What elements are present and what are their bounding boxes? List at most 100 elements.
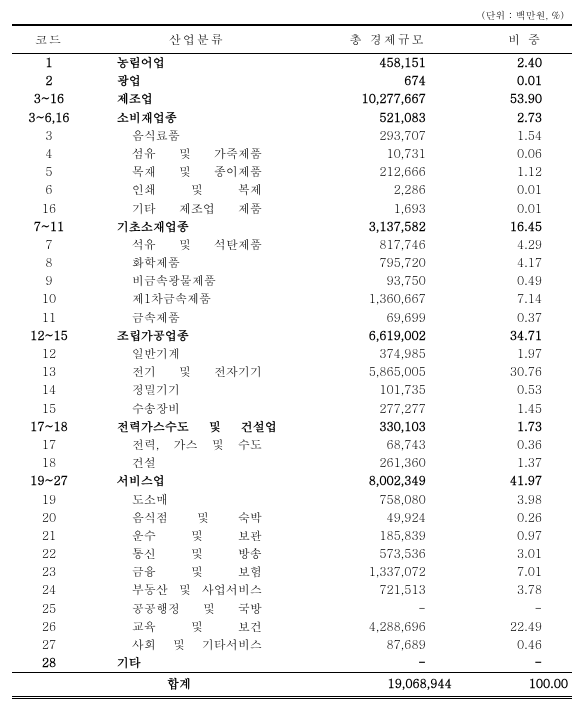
cell-name: 목재 및 종이제품	[86, 163, 308, 181]
cell-name: 음식료품	[86, 127, 308, 145]
cell-val: 93,750	[308, 272, 456, 290]
cell-name: 전기 및 전자기기	[86, 363, 308, 381]
cell-name: 조립가공업종	[86, 327, 308, 345]
cell-code: 8	[12, 254, 86, 272]
cell-code: 22	[12, 545, 86, 563]
cell-code: 15	[12, 400, 86, 418]
cell-pct: 100.00	[456, 673, 572, 697]
table-row: 17~18전력가스수도 및 건설업330,1031.73	[12, 418, 572, 436]
cell-val: 1,360,667	[308, 290, 456, 308]
cell-code: 17	[12, 436, 86, 454]
table-row: 19도소매758,0803.98	[12, 491, 572, 509]
table-row: 21운수 및 보관185,8390.97	[12, 527, 572, 545]
cell-val: 212,666	[308, 163, 456, 181]
cell-name: 제1차금속제품	[86, 290, 308, 308]
cell-code: 6	[12, 181, 86, 199]
table-row: 12~15조립가공업종6,619,00234.71	[12, 327, 572, 345]
cell-name: 기초소재업종	[86, 218, 308, 236]
cell-pct: 0.26	[456, 509, 572, 527]
cell-code: 3	[12, 127, 86, 145]
cell-val: 293,707	[308, 127, 456, 145]
cell-val: 68,743	[308, 436, 456, 454]
table-row: 8화학제품795,7204.17	[12, 254, 572, 272]
cell-pct: 4.29	[456, 236, 572, 254]
cell-pct: 3.98	[456, 491, 572, 509]
cell-name: 음식점 및 숙박	[86, 509, 308, 527]
cell-val: 6,619,002	[308, 327, 456, 345]
table-row: 25공공행정 및 국방--	[12, 600, 572, 618]
table-row: 14정밀기기101,7350.53	[12, 381, 572, 399]
cell-val: 5,865,005	[308, 363, 456, 381]
cell-val: 758,080	[308, 491, 456, 509]
table-row: 19~27서비스업8,002,34941.97	[12, 472, 572, 490]
cell-val: -	[308, 600, 456, 618]
cell-code: 28	[12, 654, 86, 673]
cell-name: 교육 및 보건	[86, 618, 308, 636]
cell-pct: 3.78	[456, 581, 572, 599]
cell-name: 금융 및 보험	[86, 563, 308, 581]
table-row: 3~16제조업10,277,66753.90	[12, 90, 572, 108]
cell-pct: 1.54	[456, 127, 572, 145]
table-row: 23금융 및 보험1,337,0727.01	[12, 563, 572, 581]
cell-name: 기타 제조업 제품	[86, 200, 308, 218]
cell-val: 330,103	[308, 418, 456, 436]
cell-name: 농림어업	[86, 54, 308, 73]
cell-val: 721,513	[308, 581, 456, 599]
table-row: 17전력, 가스 및 수도68,7430.36	[12, 436, 572, 454]
cell-name: 일반기계	[86, 345, 308, 363]
table-row: 4섬유 및 가죽제품10,7310.06	[12, 145, 572, 163]
cell-code: 3~6,16	[12, 109, 86, 127]
cell-code: 19~27	[12, 472, 86, 490]
cell-val: -	[308, 654, 456, 673]
cell-val: 521,083	[308, 109, 456, 127]
cell-val: 374,985	[308, 345, 456, 363]
cell-val: 2,286	[308, 181, 456, 199]
cell-pct: 7.01	[456, 563, 572, 581]
cell-val: 10,277,667	[308, 90, 456, 108]
cell-code: 7~11	[12, 218, 86, 236]
cell-pct: 2.40	[456, 54, 572, 73]
table-row: 11금속제품69,6990.37	[12, 309, 572, 327]
table-row: 5목재 및 종이제품212,6661.12	[12, 163, 572, 181]
table-row: 10제1차금속제품1,360,6677.14	[12, 290, 572, 308]
table-row: 9비금속광물제품93,7500.49	[12, 272, 572, 290]
cell-val: 87,689	[308, 636, 456, 654]
cell-pct: 7.14	[456, 290, 572, 308]
cell-pct: 2.73	[456, 109, 572, 127]
cell-name: 서비스업	[86, 472, 308, 490]
cell-val: 277,277	[308, 400, 456, 418]
cell-code: 19	[12, 491, 86, 509]
table-row: 24부동산 및 사업서비스721,5133.78	[12, 581, 572, 599]
cell-pct: 0.01	[456, 200, 572, 218]
cell-code: 5	[12, 163, 86, 181]
cell-code: 24	[12, 581, 86, 599]
cell-pct: 30.76	[456, 363, 572, 381]
cell-pct: 1.45	[456, 400, 572, 418]
cell-code: 25	[12, 600, 86, 618]
cell-val: 10,731	[308, 145, 456, 163]
cell-code: 14	[12, 381, 86, 399]
cell-pct: 3.01	[456, 545, 572, 563]
header-name: 산업분류	[86, 25, 308, 54]
cell-code: 27	[12, 636, 86, 654]
cell-pct: 1.37	[456, 454, 572, 472]
cell-code: 18	[12, 454, 86, 472]
cell-name: 사회 및 기타서비스	[86, 636, 308, 654]
cell-val: 1,693	[308, 200, 456, 218]
table-row: 16기타 제조업 제품1,6930.01	[12, 200, 572, 218]
cell-val: 101,735	[308, 381, 456, 399]
cell-code: 12~15	[12, 327, 86, 345]
cell-name: 전력, 가스 및 수도	[86, 436, 308, 454]
table-row: 12일반기계374,9851.97	[12, 345, 572, 363]
cell-pct: -	[456, 600, 572, 618]
cell-code: 3~16	[12, 90, 86, 108]
cell-name: 화학제품	[86, 254, 308, 272]
unit-note: (단위 : 백만원, %)	[12, 8, 572, 22]
table-row: 1농림어업458,1512.40	[12, 54, 572, 73]
header-pct: 비 중	[456, 25, 572, 54]
table-row: 7석유 및 석탄제품817,7464.29	[12, 236, 572, 254]
cell-pct: 41.97	[456, 472, 572, 490]
cell-pct: 0.36	[456, 436, 572, 454]
header-row: 코드 산업분류 총 경제규모 비 중	[12, 25, 572, 54]
cell-pct: 0.01	[456, 72, 572, 90]
